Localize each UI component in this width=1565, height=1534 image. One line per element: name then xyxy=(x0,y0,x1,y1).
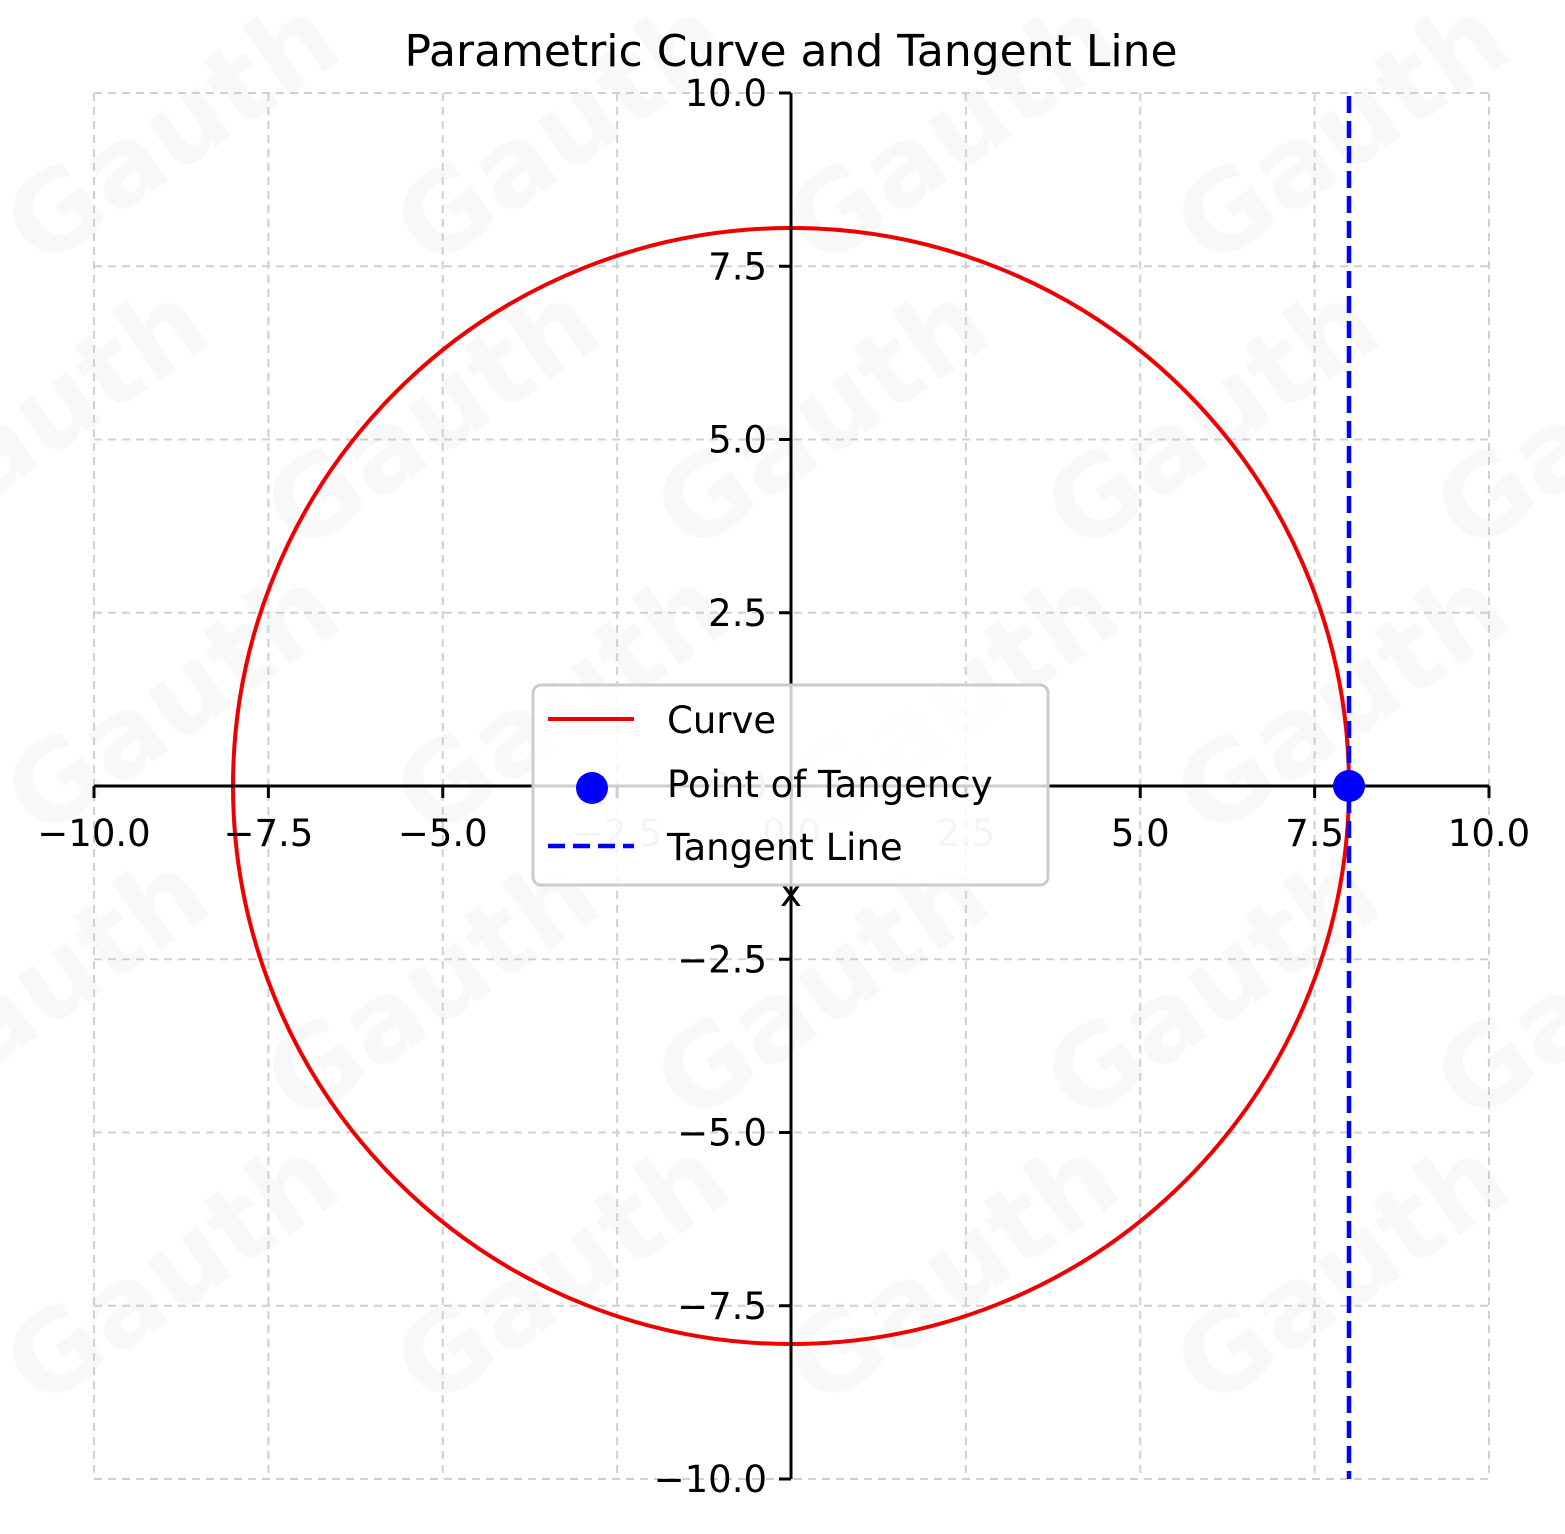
legend-item-curve: Curve xyxy=(667,699,776,742)
y-tick-label: −7.5 xyxy=(677,1285,767,1328)
watermark-text: Gauth xyxy=(761,1112,1141,1431)
legend-box xyxy=(531,683,1050,887)
watermark-text: Gauth xyxy=(1411,827,1565,1146)
watermark-text: Gauth xyxy=(1151,0,1531,291)
watermark-text: Gauth xyxy=(1021,827,1401,1146)
y-tick-label: 5.0 xyxy=(708,419,767,462)
watermark-text: Gauth xyxy=(631,257,1011,576)
legend-point-swatch xyxy=(576,772,608,804)
watermark-text: Gauth xyxy=(1541,1112,1565,1431)
x-tick-label: −7.5 xyxy=(223,812,313,855)
watermark-text: Gauth xyxy=(371,1112,751,1431)
legend: Curve Point of Tangency Tangent Line xyxy=(531,683,1050,887)
watermark-text: Gauth xyxy=(1541,0,1565,291)
watermark-text: Gauth xyxy=(0,1112,361,1431)
watermark-text: Gauth xyxy=(1541,542,1565,861)
x-tick-label: −10.0 xyxy=(37,812,150,855)
chart-title: Parametric Curve and Tangent Line xyxy=(404,26,1177,77)
x-tick-label: 7.5 xyxy=(1285,812,1344,855)
y-tick-label: 7.5 xyxy=(708,245,767,288)
y-tick-label: −5.0 xyxy=(677,1112,767,1155)
watermark-text: Gauth xyxy=(0,0,361,291)
y-tick-label: −2.5 xyxy=(677,938,767,981)
x-tick-label: 5.0 xyxy=(1111,812,1170,855)
watermark-text: Gauth xyxy=(241,257,621,576)
legend-item-tangent: Tangent Line xyxy=(666,826,903,869)
x-tick-label: −5.0 xyxy=(398,812,488,855)
point-of-tangency-marker xyxy=(1333,770,1365,802)
watermark-text: Gauth xyxy=(1151,1112,1531,1431)
y-tick-label: 10.0 xyxy=(685,72,767,115)
y-tick-label: 2.5 xyxy=(708,592,767,635)
x-tick-label: 10.0 xyxy=(1448,812,1530,855)
legend-item-point: Point of Tangency xyxy=(667,763,993,806)
watermark-text: Gauth xyxy=(0,827,231,1146)
watermark-text: Gauth xyxy=(0,257,231,576)
y-tick-label: −10.0 xyxy=(654,1458,767,1501)
